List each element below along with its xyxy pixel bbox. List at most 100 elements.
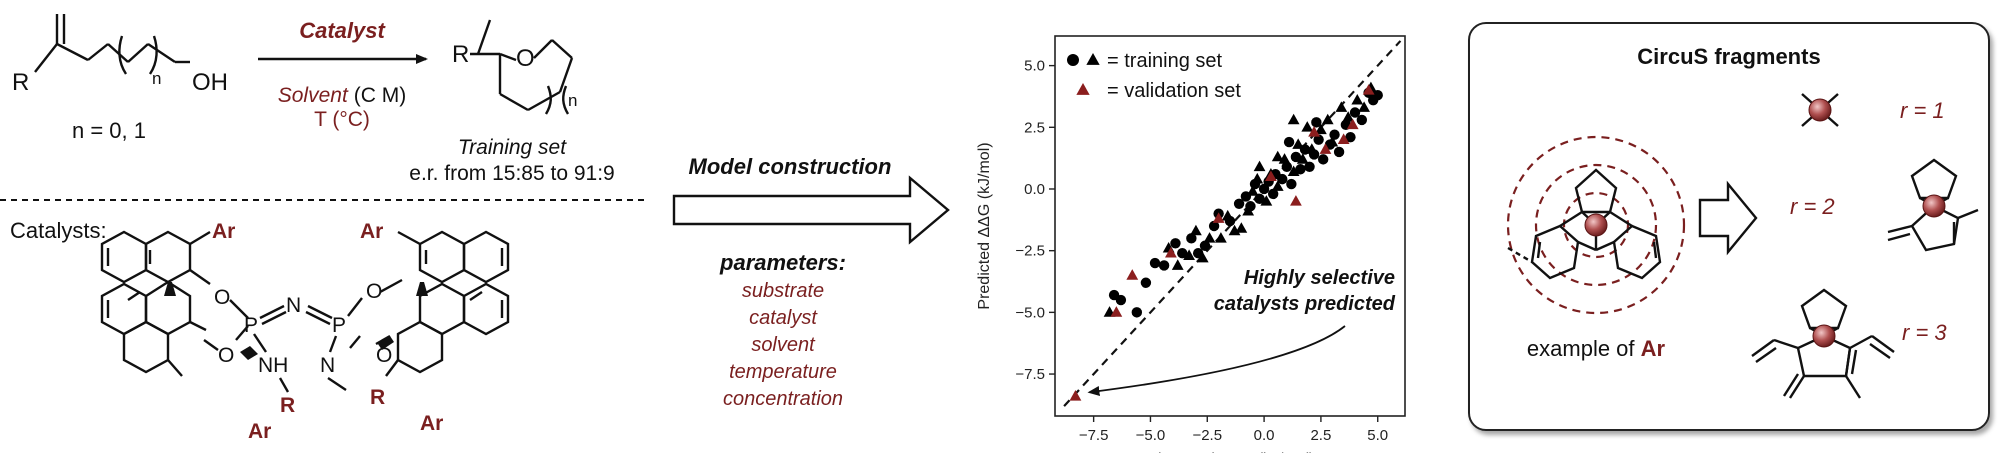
training-point-triangle (1196, 251, 1209, 263)
training-point-circle (1170, 238, 1181, 249)
atom-n-right: N (320, 354, 335, 377)
training-point-circle (1290, 151, 1302, 163)
training-point-circle (1356, 114, 1368, 126)
product-structure (470, 19, 574, 115)
validation-point (1126, 269, 1139, 280)
y-tick-label: −7.5 (1015, 366, 1045, 383)
training-point-circle (1345, 131, 1356, 143)
annotation-line-2: catalysts predicted (1214, 293, 1396, 315)
solvent-conditions: Solvent (C M) (278, 84, 407, 107)
training-point-circle (1115, 294, 1127, 306)
atom-r-right: R (370, 386, 385, 409)
training-point-circle (1333, 146, 1345, 158)
training-point-circle (1349, 107, 1361, 118)
atom-n-center: N (286, 294, 301, 317)
legend-validation-triangle (1076, 83, 1090, 95)
parity-diagonal-line (1063, 40, 1402, 407)
training-point-circle (1313, 134, 1324, 145)
training-point-triangle (1321, 113, 1334, 125)
training-point-triangle (1342, 111, 1355, 122)
atom-o-left-top: O (214, 286, 230, 309)
training-point-triangle (1351, 93, 1364, 105)
training-point-triangle (1251, 172, 1264, 184)
model-arrow (672, 175, 950, 245)
fragment-r3 (1751, 288, 1895, 399)
legend-validation-label: = validation set (1107, 80, 1241, 102)
catalyst-wedge-bonds (164, 282, 428, 360)
legend-training-triangle (1086, 53, 1100, 65)
training-point-circle (1304, 161, 1315, 172)
example-of-ar-label: example of Ar (1527, 336, 1666, 361)
product-r-label: R (452, 41, 469, 68)
circus-panel: CircuS fragments (1468, 22, 1990, 431)
radius-r2-label: r = 2 (1790, 194, 1835, 219)
validation-point (1346, 118, 1359, 130)
n-values: n = 0, 1 (72, 118, 146, 143)
fragment-r1 (1801, 93, 1839, 127)
validation-point (1110, 306, 1123, 317)
validation-point (1265, 170, 1277, 181)
training-point-circle (1283, 136, 1295, 148)
training-point-triangle (1215, 232, 1227, 243)
training-point-triangle (1271, 150, 1284, 162)
product-o-label: O (516, 45, 535, 72)
validation-point (1290, 195, 1302, 206)
atom-p-left: P (244, 314, 258, 337)
parameter-item: substrate (741, 280, 825, 302)
training-point-circle (1277, 173, 1288, 185)
training-point-circle (1295, 164, 1306, 175)
training-point-circle (1177, 247, 1188, 259)
atom-ar-top-right: Ar (360, 220, 383, 243)
training-point-circle (1131, 307, 1143, 318)
x-tick-label: −2.5 (1192, 427, 1222, 444)
validation-point (1165, 246, 1177, 258)
annotation-line-1: Highly selective (1244, 267, 1395, 289)
validation-point (1362, 84, 1375, 95)
training-point-circle (1158, 260, 1170, 271)
circus-title: CircuS fragments (1637, 44, 1821, 69)
catalyst-atom-labels: Ar Ar Ar Ar O P N P O O NH N O R R (212, 220, 443, 443)
training-point-circle (1149, 257, 1161, 269)
training-point-triangle (1183, 249, 1195, 260)
training-point-triangle (1305, 143, 1318, 154)
radius-r3-label: r = 3 (1902, 320, 1947, 345)
legend-training-label: = training set (1107, 50, 1223, 72)
atom-o-right-top: O (366, 280, 382, 303)
x-tick-label: −5.0 (1136, 427, 1166, 444)
validation-point (1308, 126, 1320, 137)
training-point-circle (1233, 198, 1245, 209)
fragment-r2 (1887, 158, 1979, 252)
y-tick-label: −2.5 (1015, 243, 1045, 260)
training-point-circle (1186, 233, 1197, 244)
temperature-condition: T (°C) (314, 108, 370, 131)
atom-ar-top-left: Ar (212, 220, 235, 243)
atom-o-left-bottom: O (218, 344, 234, 367)
training-point-circle (1208, 220, 1220, 232)
catalyst-structure (100, 230, 510, 377)
training-set-er: e.r. from 15:85 to 91:9 (409, 162, 614, 185)
y-tick-label: 5.0 (1024, 58, 1045, 75)
validation-point (1337, 133, 1350, 144)
training-point-circle (1311, 117, 1322, 128)
x-axis-label: Observed ΔΔG (kJ/mol) (1146, 451, 1315, 453)
legend-training-circle (1067, 54, 1079, 66)
atom-o-right-bottom: O (376, 344, 392, 367)
training-point-circle (1254, 193, 1265, 205)
training-point-triangle (1358, 101, 1370, 112)
catalysts-label: Catalysts: (10, 218, 107, 243)
substrate-structure (34, 14, 190, 75)
x-tick-label: 0.0 (1254, 427, 1275, 444)
training-point-triangle (1326, 135, 1339, 147)
circus-example-fragment (1506, 135, 1686, 315)
training-point-triangle (1315, 123, 1327, 135)
training-point-circle (1281, 161, 1293, 172)
x-tick-label: 5.0 (1367, 427, 1388, 444)
training-point-triangle (1260, 195, 1273, 206)
parameter-item: temperature (729, 361, 837, 383)
parameters-title: parameters: (719, 250, 846, 275)
training-point-circle (1329, 129, 1340, 140)
y-tick-label: −5.0 (1015, 304, 1045, 321)
y-tick-label: 0.0 (1024, 181, 1045, 198)
parameter-item: catalyst (749, 307, 817, 329)
